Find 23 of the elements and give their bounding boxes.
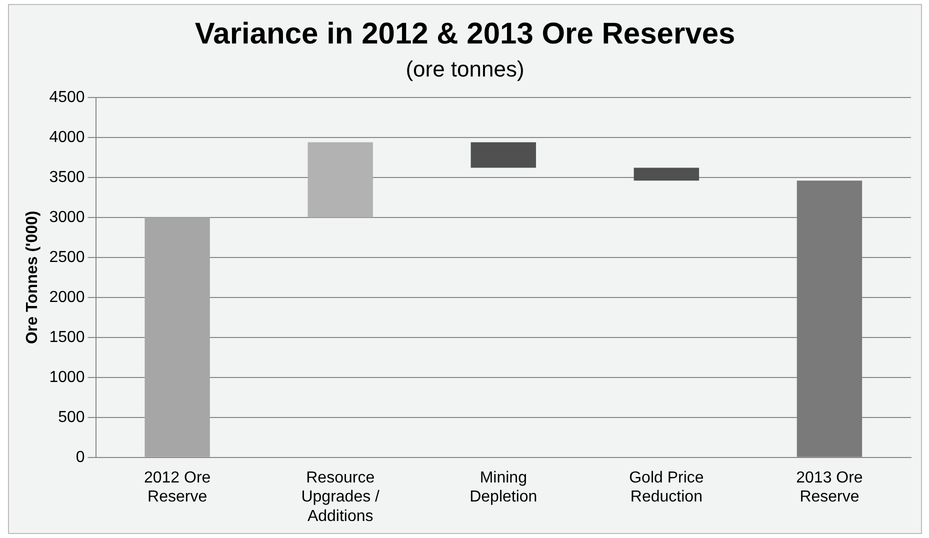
y-tick-label: 500 [58,408,85,426]
y-tick-label: 4000 [49,128,85,146]
x-tick-label: Gold Price Reduction [629,469,704,506]
y-tick-label: 3000 [49,208,85,226]
bar [144,217,210,457]
y-tick-label: 1500 [49,328,85,346]
y-tick-label: 0 [76,448,85,466]
bar [796,180,862,457]
x-tick-label: 2013 Ore Reserve [796,469,863,506]
y-axis-title: Ore Tonnes ('000) [24,210,42,344]
bar [470,142,536,168]
x-tick-label: Resource Upgrades / Additions [301,469,380,525]
x-tick-label: 2012 Ore Reserve [144,469,211,506]
bar [634,168,700,181]
y-tick-label: 4500 [49,88,85,106]
x-tick-label: Mining Depletion [470,469,538,506]
y-tick-label: 2000 [49,288,85,306]
y-tick-label: 1000 [49,368,85,386]
bar [308,142,373,218]
chart-title: Variance in 2012 & 2013 Ore Reserves [194,17,736,50]
chart-subtitle: (ore tonnes) [406,56,524,82]
y-tick-label: 2500 [49,248,85,266]
y-tick-label: 3500 [49,168,85,186]
